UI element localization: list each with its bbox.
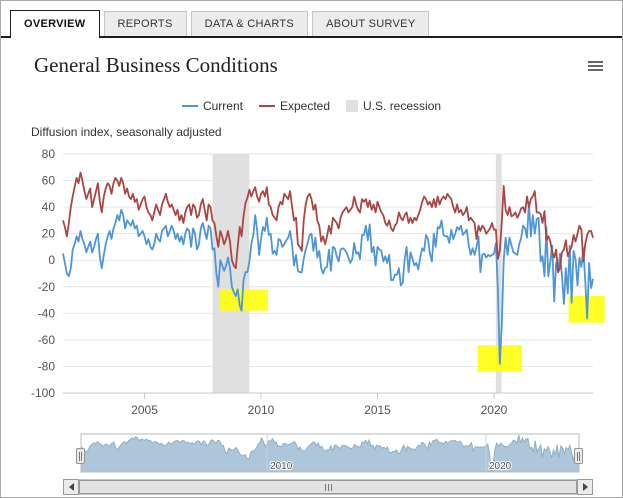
recession-band-swatch-icon <box>346 100 359 112</box>
page-title: General Business Conditions <box>34 53 278 77</box>
svg-text:-100: -100 <box>31 386 55 400</box>
expected-line-swatch-icon <box>258 105 275 107</box>
svg-text:-60: -60 <box>38 333 56 347</box>
svg-text:40: 40 <box>42 200 56 214</box>
main-chart[interactable]: 80 60 40 20 0 -20 -40 -60 -80 -100 2005 2010 2015 202… <box>1 141 623 421</box>
scrollbar-thumb[interactable] <box>79 480 577 494</box>
chart-context-menu-button[interactable] <box>586 57 606 75</box>
series-line-current <box>62 202 594 365</box>
svg-text:2010: 2010 <box>270 461 293 472</box>
recession-band <box>495 154 502 393</box>
series-line-expected <box>62 171 594 274</box>
tab-about-survey[interactable]: ABOUT SURVEY <box>312 11 430 36</box>
svg-text:2020: 2020 <box>489 461 512 472</box>
legend-label: Expected <box>279 99 331 113</box>
navigator-handle-left[interactable] <box>76 448 85 464</box>
axis-description: Diffusion index, seasonally adjusted <box>31 125 222 139</box>
tab-bar: OVERVIEW REPORTS DATA & CHARTS ABOUT SUR… <box>1 10 622 38</box>
hamburger-icon <box>588 61 604 71</box>
svg-text:-20: -20 <box>38 280 56 294</box>
scrollbar-track[interactable] <box>79 479 577 495</box>
legend-item-expected[interactable]: Expected <box>258 99 331 113</box>
navigator-chart[interactable]: 2010 2020 <box>1 431 623 477</box>
svg-text:2015: 2015 <box>364 403 391 417</box>
highlight-annotation <box>219 289 269 311</box>
svg-text:20: 20 <box>42 227 56 241</box>
legend-item-recession[interactable]: U.S. recession <box>346 99 441 113</box>
scroll-right-button[interactable] <box>577 479 593 495</box>
tab-reports[interactable]: REPORTS <box>103 11 187 36</box>
legend-item-current[interactable]: Current <box>181 99 243 113</box>
svg-text:-40: -40 <box>38 306 56 320</box>
legend-label: Current <box>202 99 243 113</box>
current-line-swatch-icon <box>181 105 198 107</box>
legend-label: U.S. recession <box>363 99 442 113</box>
navigator-area <box>80 435 580 473</box>
left-arrow-icon <box>68 483 74 491</box>
scroll-left-button[interactable] <box>63 479 79 495</box>
svg-text:2020: 2020 <box>481 403 508 417</box>
navigator-handle-right[interactable] <box>574 448 583 464</box>
right-arrow-icon <box>582 483 588 491</box>
svg-text:2005: 2005 <box>131 403 158 417</box>
svg-text:2010: 2010 <box>248 403 275 417</box>
chart-scrollbar <box>63 479 593 495</box>
svg-text:0: 0 <box>48 253 55 267</box>
svg-text:80: 80 <box>42 147 56 161</box>
chart-legend: Current Expected U.S. recession <box>1 99 622 113</box>
tab-bar-divider <box>1 36 622 38</box>
svg-text:-80: -80 <box>38 359 56 373</box>
tab-data-and-charts[interactable]: DATA & CHARTS <box>190 11 309 36</box>
svg-text:60: 60 <box>42 174 56 188</box>
tab-overview[interactable]: OVERVIEW <box>10 10 100 38</box>
